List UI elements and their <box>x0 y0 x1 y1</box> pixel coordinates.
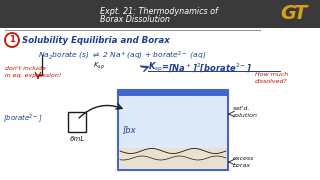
Text: dissolved?: dissolved? <box>255 79 288 84</box>
Bar <box>68 112 86 132</box>
Text: Borax Dissolution: Borax Dissolution <box>100 15 170 24</box>
Text: 6mL: 6mL <box>69 136 84 142</box>
Text: How much: How much <box>255 72 288 77</box>
Text: sat'd.: sat'd. <box>233 106 250 111</box>
Text: borax: borax <box>233 163 251 168</box>
Bar <box>118 90 228 170</box>
Text: K$_{sp}$: K$_{sp}$ <box>93 60 105 71</box>
Text: G: G <box>280 4 296 23</box>
Bar <box>0 28 320 180</box>
Text: 1: 1 <box>9 35 15 44</box>
Text: Na$_2$borate (s) $\rightleftharpoons$ 2 Na$^+$(aq) + borate$^{2-}$ (aq): Na$_2$borate (s) $\rightleftharpoons$ 2 … <box>38 50 206 62</box>
Text: K$_{sp}$=: K$_{sp}$= <box>148 61 170 74</box>
Text: don't include: don't include <box>5 66 46 71</box>
Bar <box>118 90 228 96</box>
Text: [borate$^{2-}$]: [borate$^{2-}$] <box>3 112 43 125</box>
Bar <box>0 0 320 28</box>
Bar <box>119 148 227 169</box>
Text: T: T <box>293 4 306 23</box>
Text: Solubility Equilibria and Borax: Solubility Equilibria and Borax <box>22 36 170 45</box>
Text: Expt. 21: Thermodynamics of: Expt. 21: Thermodynamics of <box>100 7 218 16</box>
Text: solution: solution <box>233 113 258 118</box>
Text: [Na$^+$]$^2$[borate$^{2-}$]: [Na$^+$]$^2$[borate$^{2-}$] <box>168 61 252 74</box>
Text: [bx: [bx <box>123 125 137 134</box>
Text: excess: excess <box>233 156 254 161</box>
Bar <box>119 96 227 148</box>
Text: in eq. expression!: in eq. expression! <box>5 73 61 78</box>
